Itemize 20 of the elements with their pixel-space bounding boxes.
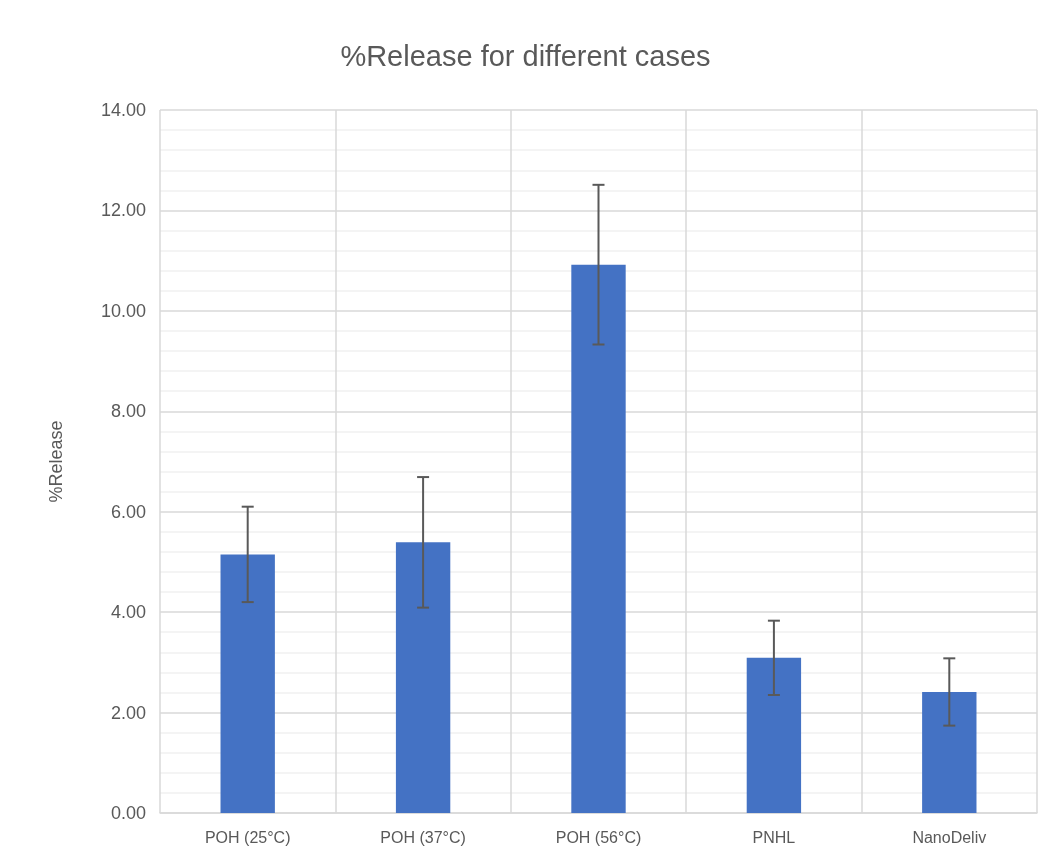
- x-tick-label: PNHL: [752, 828, 796, 846]
- y-axis-title: %Release: [46, 420, 66, 503]
- bar: [746, 657, 802, 813]
- x-tick-label: POH (25°C): [204, 828, 291, 846]
- bar: [922, 691, 977, 813]
- y-tick-label: 2.00: [110, 702, 146, 723]
- y-tick-label: 14.00: [100, 100, 146, 120]
- x-tick-label: POH (37°C): [380, 828, 466, 846]
- x-tick-label: POH (56°C): [555, 828, 642, 846]
- bar: [220, 554, 275, 813]
- bar: [395, 542, 451, 813]
- bar: [571, 264, 626, 813]
- x-tick-label: NanoDeliv: [912, 828, 987, 846]
- y-tick-label: 8.00: [110, 401, 146, 422]
- y-tick-label: 6.00: [110, 501, 146, 522]
- chart-title: %Release for different cases: [340, 39, 711, 72]
- y-tick-label: 12.00: [100, 200, 146, 221]
- y-tick-label: 0.00: [110, 803, 146, 823]
- y-tick-label: 4.00: [110, 602, 146, 623]
- y-tick-label: 10.00: [100, 300, 146, 321]
